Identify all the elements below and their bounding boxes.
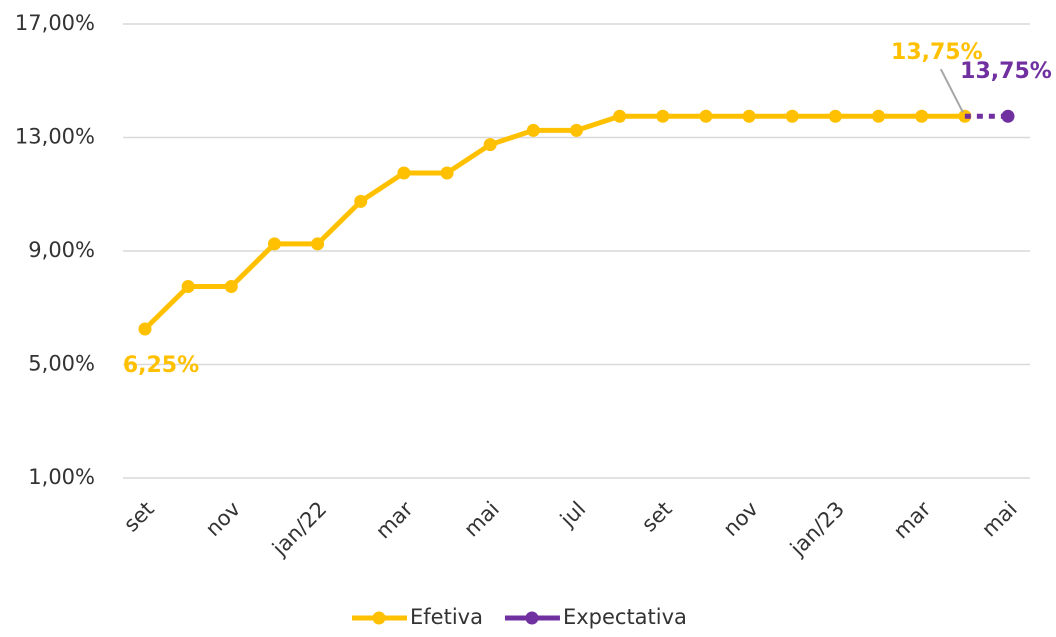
marker <box>526 123 540 137</box>
marker <box>570 123 583 137</box>
x-tick-label: nov <box>719 497 763 541</box>
y-tick-label: 13,00% <box>15 125 95 149</box>
marker <box>267 237 281 251</box>
x-tick-label: jul <box>555 497 590 532</box>
data-label: 13,75% <box>891 40 983 65</box>
marker <box>915 109 929 123</box>
marker <box>311 237 325 251</box>
y-tick-label: 1,00% <box>28 465 95 489</box>
x-tick-label: mai <box>459 497 504 542</box>
marker <box>397 166 411 180</box>
marker <box>872 109 886 123</box>
marker <box>483 138 497 152</box>
data-label: 6,25% <box>123 353 199 378</box>
x-tick-label: mai <box>977 497 1022 542</box>
marker <box>1001 109 1015 123</box>
data-label: 13,75% <box>960 59 1052 84</box>
marker <box>742 109 756 123</box>
x-tick-label: mar <box>371 497 418 544</box>
series-line <box>143 113 965 331</box>
x-tick-label: set <box>119 497 159 537</box>
x-tick-label: jan/23 <box>785 497 849 561</box>
marker <box>613 109 627 123</box>
y-tick-label: 9,00% <box>28 238 95 262</box>
leader-line <box>939 68 964 113</box>
marker <box>785 109 799 123</box>
marker <box>181 279 195 293</box>
x-tick-label: nov <box>201 497 245 541</box>
x-tick-label: mar <box>889 497 936 544</box>
x-tick-label: jan/22 <box>267 497 331 561</box>
marker <box>656 109 670 123</box>
marker <box>440 166 454 180</box>
y-tick-label: 5,00% <box>28 352 95 376</box>
y-tick-label: 17,00% <box>15 11 95 35</box>
marker <box>828 109 842 123</box>
legend-label: Expectativa <box>563 605 687 629</box>
marker <box>138 322 152 336</box>
legend-marker <box>525 611 539 625</box>
legend-marker <box>372 611 386 625</box>
marker <box>354 194 368 208</box>
marker <box>699 109 713 123</box>
legend-label: Efetiva <box>410 605 483 629</box>
x-tick-label: set <box>637 497 677 537</box>
marker <box>224 279 238 293</box>
